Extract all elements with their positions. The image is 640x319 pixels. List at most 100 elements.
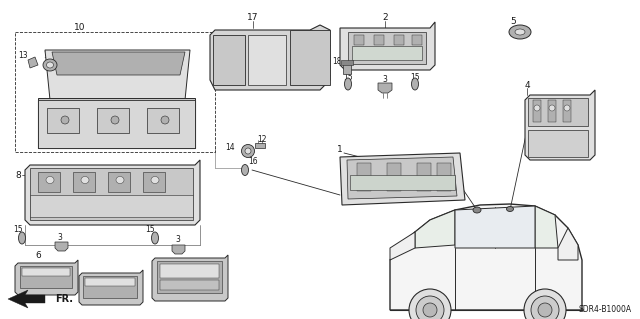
Text: 12: 12 — [257, 136, 267, 145]
Ellipse shape — [509, 25, 531, 39]
Bar — [108, 172, 130, 192]
Text: 18: 18 — [332, 57, 342, 66]
Polygon shape — [340, 22, 435, 70]
Polygon shape — [378, 83, 392, 93]
Bar — [30, 168, 193, 220]
Bar — [394, 35, 404, 45]
Bar — [147, 108, 179, 133]
Text: 16: 16 — [248, 158, 258, 167]
Ellipse shape — [515, 29, 525, 35]
Text: 17: 17 — [247, 13, 259, 23]
Text: SDR4-B1000A: SDR4-B1000A — [579, 305, 632, 314]
Bar — [47, 108, 79, 133]
Ellipse shape — [524, 289, 566, 319]
Bar — [387, 163, 401, 191]
Bar — [143, 172, 165, 192]
Text: 14: 14 — [225, 144, 235, 152]
Bar — [533, 100, 541, 122]
Ellipse shape — [409, 289, 451, 319]
Polygon shape — [38, 98, 195, 148]
Ellipse shape — [47, 62, 54, 68]
Text: FR.: FR. — [55, 294, 73, 304]
Ellipse shape — [81, 176, 89, 183]
Ellipse shape — [19, 232, 26, 244]
Text: 5: 5 — [510, 18, 516, 26]
Ellipse shape — [245, 148, 251, 154]
Bar — [352, 46, 422, 60]
Polygon shape — [172, 245, 185, 254]
Bar — [528, 130, 588, 157]
Bar — [528, 98, 588, 126]
Bar — [412, 35, 422, 45]
Ellipse shape — [534, 105, 540, 111]
Polygon shape — [455, 206, 535, 248]
Polygon shape — [213, 35, 245, 85]
Bar — [22, 268, 70, 276]
Bar — [30, 195, 193, 217]
Bar — [73, 172, 95, 192]
Text: 3: 3 — [58, 233, 63, 241]
Ellipse shape — [241, 165, 248, 175]
Ellipse shape — [473, 207, 481, 213]
Ellipse shape — [241, 145, 255, 158]
Bar — [83, 276, 137, 298]
Polygon shape — [210, 25, 330, 90]
Polygon shape — [340, 153, 465, 205]
Ellipse shape — [531, 296, 559, 319]
Polygon shape — [558, 228, 578, 260]
Text: 6: 6 — [35, 250, 41, 259]
Polygon shape — [28, 57, 38, 68]
Bar — [354, 35, 364, 45]
Bar — [20, 266, 72, 288]
Polygon shape — [79, 270, 143, 305]
Bar — [417, 163, 431, 191]
Text: 3: 3 — [383, 76, 387, 85]
Text: 4: 4 — [524, 80, 530, 90]
Text: 11: 11 — [44, 50, 52, 60]
Bar — [350, 175, 455, 190]
Polygon shape — [152, 255, 228, 301]
Bar — [341, 60, 353, 65]
Text: 15: 15 — [410, 73, 420, 83]
Polygon shape — [52, 52, 185, 75]
Bar — [563, 100, 571, 122]
Polygon shape — [415, 210, 455, 248]
Ellipse shape — [111, 116, 119, 124]
Bar — [160, 264, 219, 278]
Ellipse shape — [412, 78, 419, 90]
Ellipse shape — [423, 303, 437, 317]
Bar — [348, 32, 426, 64]
Ellipse shape — [161, 116, 169, 124]
Bar — [97, 108, 129, 133]
Text: 7: 7 — [95, 280, 101, 290]
Bar — [374, 35, 384, 45]
Polygon shape — [347, 157, 457, 199]
Bar — [248, 35, 286, 85]
Ellipse shape — [549, 105, 555, 111]
Ellipse shape — [416, 296, 444, 319]
Text: 10: 10 — [74, 24, 86, 33]
Polygon shape — [390, 204, 582, 310]
Text: 1: 1 — [337, 145, 343, 154]
Polygon shape — [8, 290, 45, 308]
Text: 2: 2 — [382, 13, 388, 23]
Bar — [38, 172, 60, 192]
Text: 15: 15 — [145, 226, 155, 234]
Bar — [160, 280, 219, 290]
Polygon shape — [290, 30, 330, 85]
Text: 13: 13 — [18, 50, 28, 60]
Ellipse shape — [506, 206, 513, 211]
Polygon shape — [535, 206, 558, 248]
Ellipse shape — [152, 232, 159, 244]
Polygon shape — [390, 232, 415, 260]
Bar — [548, 100, 556, 122]
Ellipse shape — [61, 116, 69, 124]
Bar — [357, 163, 371, 191]
Bar — [85, 278, 135, 286]
Ellipse shape — [151, 176, 159, 183]
Bar — [437, 163, 451, 191]
Bar — [255, 143, 265, 148]
Bar — [15, 32, 215, 152]
Ellipse shape — [43, 59, 57, 71]
Text: 15: 15 — [13, 226, 23, 234]
